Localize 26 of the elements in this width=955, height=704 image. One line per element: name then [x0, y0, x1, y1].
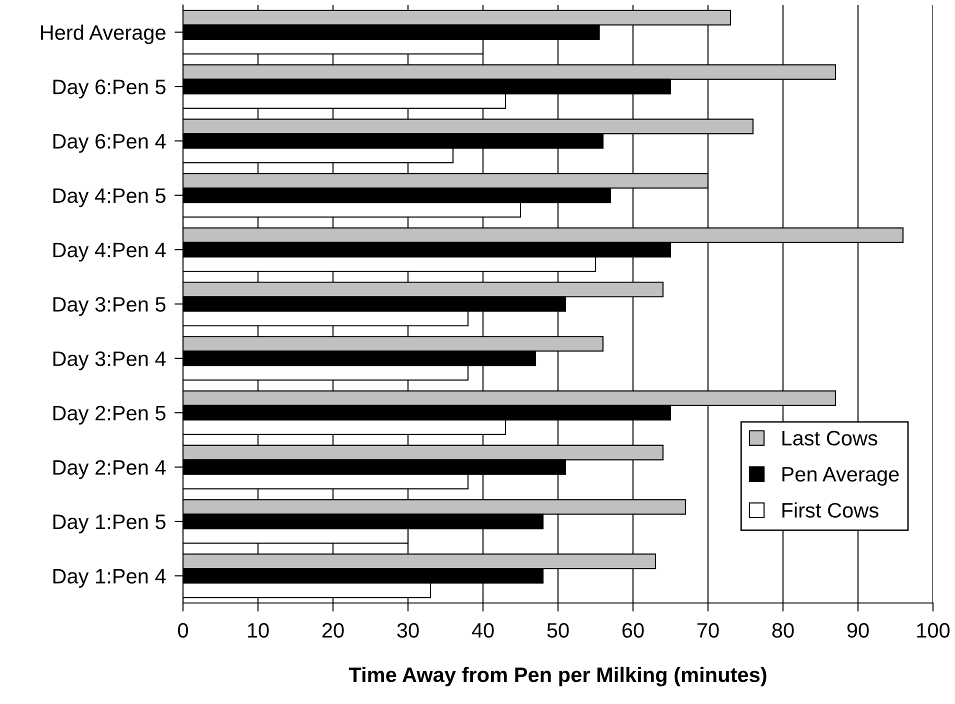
x-tick-label: 40: [472, 622, 494, 638]
y-tick-label: Day 1:Pen 5: [53, 514, 166, 534]
y-tick-label: Day 4:Pen 4: [53, 242, 166, 262]
y-tick-label: Day 3:Pen 4: [53, 351, 166, 370]
x-tick-label: 100: [917, 622, 950, 638]
legend-label: First Cows: [782, 502, 878, 518]
y-tick-label: Herd Average: [41, 24, 166, 44]
x-tick-label: 60: [622, 622, 644, 638]
y-tick-label: Day 2:Pen 5: [53, 406, 166, 425]
y-tick-label: Day 3:Pen 5: [53, 297, 166, 316]
x-tick-label: 10: [248, 622, 269, 638]
x-tick-label: 90: [847, 622, 869, 638]
y-tick-label: Day 4:Pen 5: [53, 188, 166, 208]
x-tick-label: 0: [178, 622, 188, 638]
y-tick-label: Day 6:Pen 5: [53, 80, 166, 98]
legend-label: Pen Average: [782, 467, 899, 486]
y-tick-label: Day 2:Pen 4: [53, 460, 166, 479]
legend-label: Last Cows: [782, 430, 878, 446]
x-tick-label: 80: [772, 622, 794, 638]
x-tick-label: 50: [547, 622, 569, 638]
y-tick-label: Day 1:Pen 4: [53, 569, 166, 588]
y-tick-label: Day 6:Pen 4: [53, 134, 166, 153]
x-tick-label: 20: [322, 622, 344, 638]
x-tick-label: 70: [697, 622, 719, 638]
x-tick-label: 30: [397, 622, 419, 638]
x-axis-title: Time Away from Pen per Milking (minutes): [348, 666, 766, 686]
